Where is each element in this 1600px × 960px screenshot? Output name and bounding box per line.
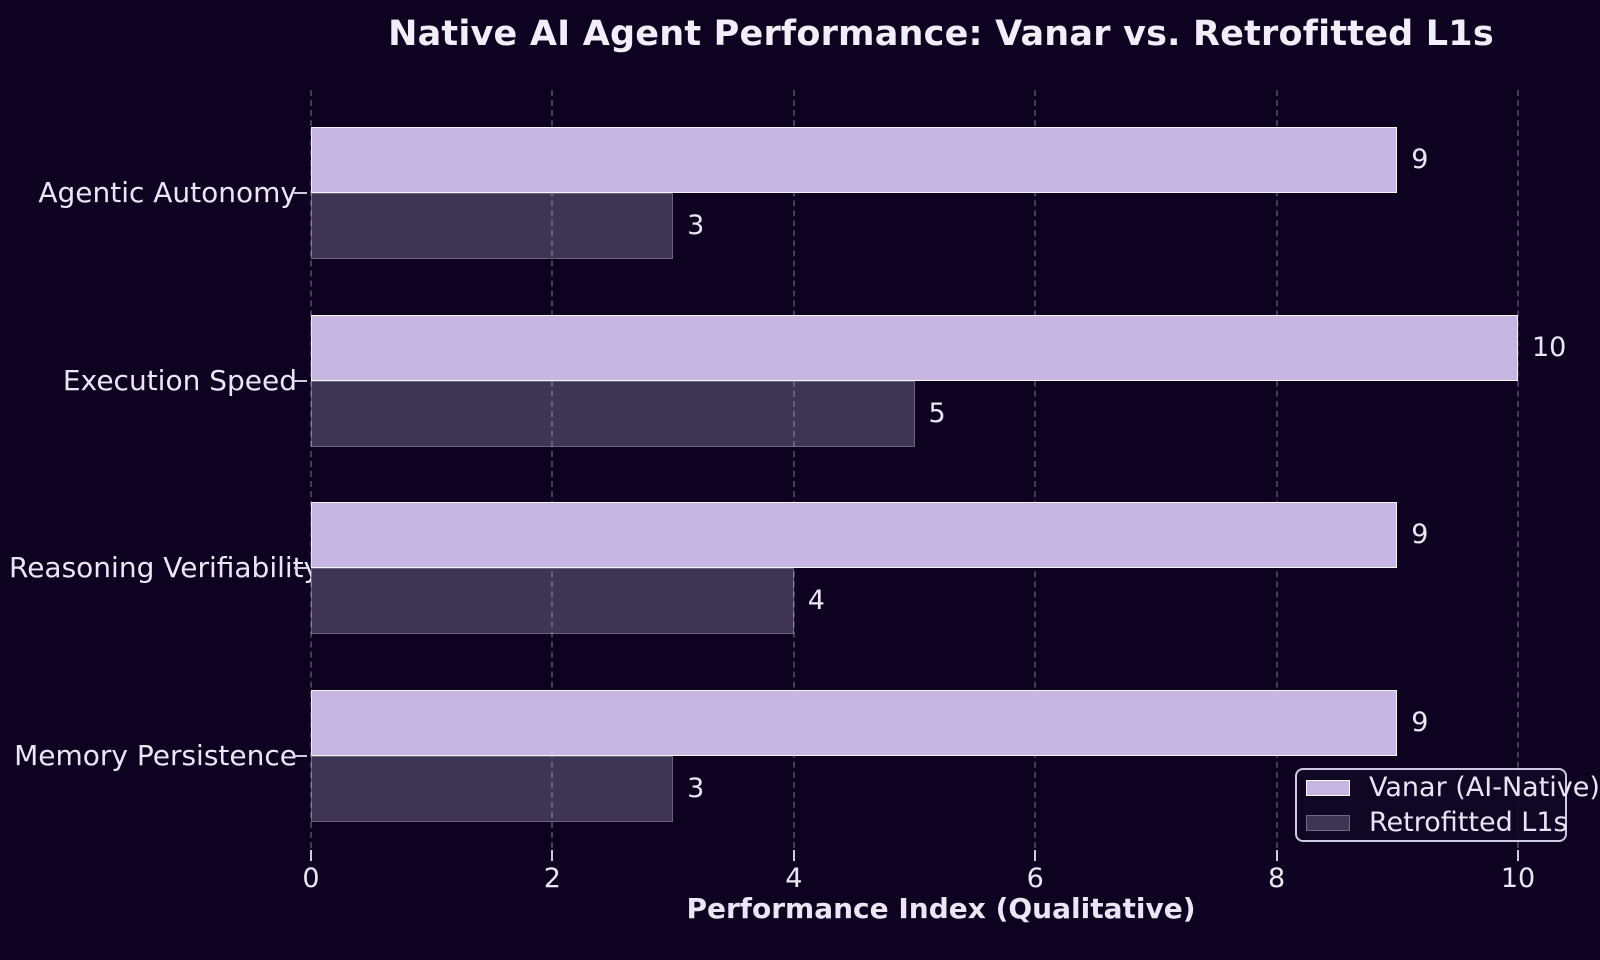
bar-retrofitted-3 — [311, 755, 674, 822]
bar-retrofitted-1 — [311, 380, 915, 447]
gridline-x4 — [792, 90, 795, 848]
x-tick-mark-6 — [1034, 850, 1037, 861]
legend: Vanar (AI-Native) Retrofitted L1s — [1295, 768, 1600, 842]
gridline-x10 — [1517, 90, 1519, 848]
x-tick-label-10: 10 — [1500, 863, 1536, 894]
x-tick-label-6: 6 — [1026, 863, 1044, 894]
value-label-vanar-0: 9 — [1411, 144, 1429, 175]
bar-retrofitted-0 — [311, 193, 674, 259]
y-tick-mark-3 — [294, 754, 307, 757]
y-tick-label-0: Agentic Autonomy — [38, 176, 297, 209]
bar-vanar-3 — [311, 689, 1398, 756]
value-label-retrofitted-2: 4 — [807, 585, 825, 616]
x-tick-label-2: 2 — [543, 863, 561, 894]
gridline-x6 — [1034, 90, 1037, 848]
bar-vanar-1 — [311, 314, 1518, 381]
x-tick-mark-4 — [792, 850, 795, 861]
x-axis-label: Performance Index (Qualitative) — [686, 892, 1196, 925]
y-tick-mark-0 — [294, 192, 307, 194]
x-tick-mark-2 — [551, 850, 554, 861]
x-tick-mark-8 — [1275, 850, 1278, 861]
legend-item-vanar: Vanar (AI-Native) — [1306, 772, 1600, 803]
chart-title: Native AI Agent Performance: Vanar vs. R… — [388, 14, 1494, 54]
legend-swatch-retrofitted — [1306, 814, 1350, 831]
y-tick-label-3: Memory Persistence — [14, 738, 297, 772]
gridline-x0 — [310, 90, 312, 848]
value-label-vanar-2: 9 — [1411, 519, 1429, 550]
y-tick-mark-2 — [294, 567, 307, 569]
legend-swatch-vanar — [1306, 779, 1350, 796]
y-tick-label-1: Execution Speed — [62, 363, 297, 397]
bar-vanar-0 — [311, 127, 1398, 193]
x-tick-label-4: 4 — [785, 863, 803, 894]
value-label-vanar-3: 9 — [1411, 706, 1429, 738]
bar-retrofitted-2 — [311, 568, 794, 634]
plot-area: 0 2 4 6 8 10 Agentic Autonomy 9 3 Execution Speed… — [9, 90, 1571, 894]
gridline-x8 — [1275, 90, 1278, 848]
x-tick-label-0: 0 — [302, 863, 320, 894]
x-tick-mark-0 — [310, 850, 312, 861]
y-tick-label-2: Reasoning Verifiability — [9, 551, 321, 584]
y-tick-mark-1 — [294, 379, 307, 382]
value-label-retrofitted-1: 5 — [928, 397, 946, 429]
value-label-retrofitted-0: 3 — [687, 210, 705, 241]
value-label-retrofitted-3: 3 — [687, 772, 705, 804]
x-tick-label-8: 8 — [1268, 863, 1286, 894]
legend-label-vanar: Vanar (AI-Native) — [1369, 771, 1600, 803]
gridline-x2 — [551, 90, 554, 848]
bar-vanar-2 — [311, 502, 1398, 568]
legend-item-retrofitted: Retrofitted L1s — [1306, 807, 1568, 838]
legend-label-retrofitted: Retrofitted L1s — [1369, 806, 1568, 838]
value-label-vanar-1: 10 — [1532, 331, 1567, 363]
x-tick-mark-10 — [1517, 850, 1519, 861]
